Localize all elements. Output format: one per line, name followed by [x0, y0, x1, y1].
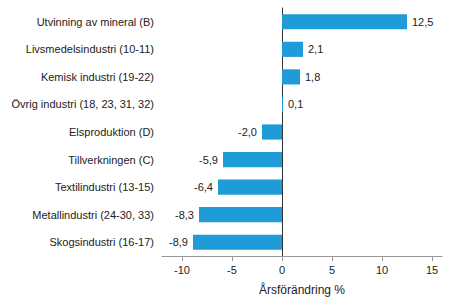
svg-text:0: 0: [279, 264, 285, 276]
svg-text:-5: -5: [227, 264, 237, 276]
svg-text:Textilindustri (13-15): Textilindustri (13-15): [55, 181, 154, 193]
svg-text:5: 5: [329, 264, 335, 276]
svg-text:Elsproduktion (D): Elsproduktion (D): [69, 126, 154, 138]
svg-text:Livsmedelsindustri (10-11): Livsmedelsindustri (10-11): [26, 43, 154, 55]
svg-text:-8,9: -8,9: [169, 236, 188, 248]
svg-text:2,1: 2,1: [308, 43, 323, 55]
svg-text:-10: -10: [174, 264, 190, 276]
svg-text:0,1: 0,1: [288, 98, 303, 110]
svg-text:12,5: 12,5: [412, 16, 433, 28]
svg-text:Skogsindustri (16-17): Skogsindustri (16-17): [49, 236, 154, 248]
svg-text:Tillverkningen (C): Tillverkningen (C): [68, 154, 154, 166]
svg-text:-5,9: -5,9: [199, 154, 218, 166]
svg-text:1,8: 1,8: [305, 71, 320, 83]
svg-text:Metallindustri (24-30, 33): Metallindustri (24-30, 33): [32, 209, 154, 221]
svg-text:Årsförändring %: Årsförändring %: [259, 282, 345, 297]
svg-text:-8,3: -8,3: [175, 209, 194, 221]
svg-text:-6,4: -6,4: [194, 181, 213, 193]
svg-text:10: 10: [376, 264, 388, 276]
svg-text:Utvinning av mineral (B): Utvinning av mineral (B): [37, 16, 154, 28]
svg-text:Övrig industri (18, 23, 31, 32: Övrig industri (18, 23, 31, 32): [12, 98, 154, 110]
svg-text:-2,0: -2,0: [238, 126, 257, 138]
svg-text:Kemisk industri (19-22): Kemisk industri (19-22): [41, 71, 154, 83]
svg-text:15: 15: [426, 264, 438, 276]
